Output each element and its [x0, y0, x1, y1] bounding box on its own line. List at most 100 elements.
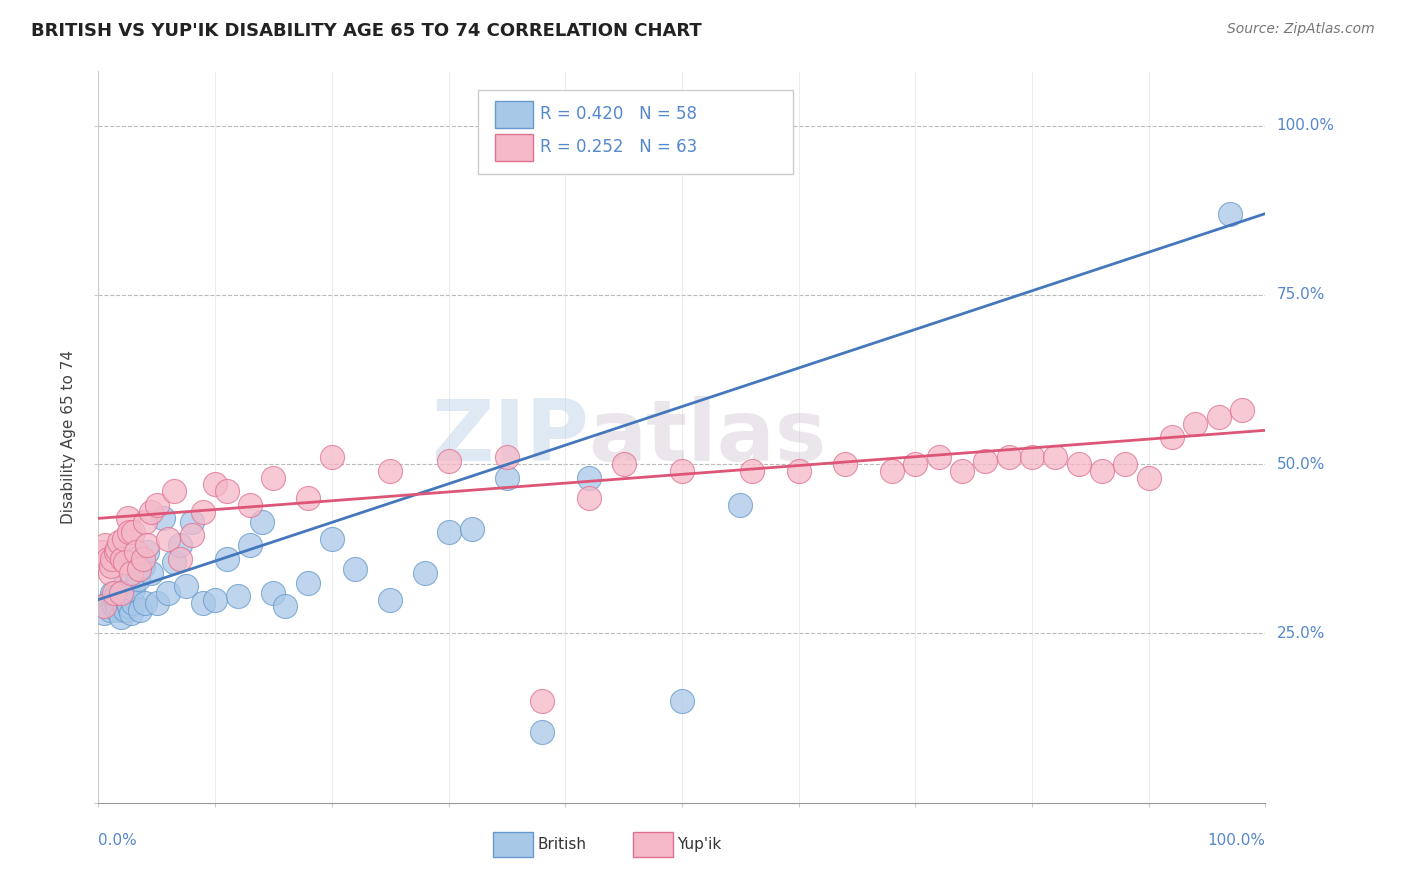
FancyBboxPatch shape — [495, 134, 533, 161]
Y-axis label: Disability Age 65 to 74: Disability Age 65 to 74 — [60, 350, 76, 524]
Point — [950, 464, 973, 478]
Point — [380, 592, 402, 607]
Point — [169, 538, 191, 552]
Point — [1219, 206, 1241, 220]
Point — [215, 552, 238, 566]
Point — [1114, 457, 1136, 471]
Point — [180, 528, 202, 542]
Point — [163, 555, 186, 569]
Point — [118, 599, 141, 614]
Text: British: British — [537, 837, 586, 852]
Text: Yup'ik: Yup'ik — [678, 837, 721, 852]
Point — [193, 596, 215, 610]
Point — [239, 498, 262, 512]
Point — [139, 505, 162, 519]
Point — [880, 464, 903, 478]
Text: 75.0%: 75.0% — [1277, 287, 1324, 302]
Point — [122, 524, 145, 539]
Point — [239, 538, 262, 552]
Point — [136, 538, 159, 552]
Text: 100.0%: 100.0% — [1277, 118, 1334, 133]
Point — [974, 454, 997, 468]
Point — [530, 724, 553, 739]
Text: R = 0.252   N = 63: R = 0.252 N = 63 — [540, 137, 697, 156]
Point — [105, 541, 128, 556]
Point — [321, 450, 343, 465]
Point — [228, 589, 250, 603]
Point — [344, 562, 367, 576]
Point — [274, 599, 297, 614]
Point — [139, 566, 162, 580]
Point — [1045, 450, 1067, 465]
Point — [129, 603, 152, 617]
Point — [114, 603, 136, 617]
Point — [132, 552, 155, 566]
Point — [262, 586, 284, 600]
Point — [104, 589, 127, 603]
Point — [132, 558, 155, 573]
Text: 50.0%: 50.0% — [1277, 457, 1324, 472]
Point — [118, 589, 141, 603]
Point — [104, 596, 127, 610]
Point — [97, 552, 120, 566]
Point — [1230, 403, 1253, 417]
Point — [120, 606, 142, 620]
Point — [128, 562, 150, 576]
Point — [127, 572, 149, 586]
Point — [112, 532, 135, 546]
Point — [125, 552, 148, 566]
Point — [108, 592, 131, 607]
Point — [1137, 471, 1160, 485]
Text: 100.0%: 100.0% — [1208, 833, 1265, 848]
Point — [94, 538, 117, 552]
Point — [204, 477, 226, 491]
Text: BRITISH VS YUP'IK DISABILITY AGE 65 TO 74 CORRELATION CHART: BRITISH VS YUP'IK DISABILITY AGE 65 TO 7… — [31, 22, 702, 40]
Point — [787, 464, 810, 478]
Point — [152, 511, 174, 525]
Point — [118, 524, 141, 539]
Point — [671, 464, 693, 478]
Point — [297, 575, 319, 590]
Point — [250, 515, 273, 529]
FancyBboxPatch shape — [495, 101, 533, 128]
Point — [101, 552, 124, 566]
Point — [120, 566, 142, 580]
Point — [98, 592, 121, 607]
Point — [134, 515, 156, 529]
Point — [136, 545, 159, 559]
Point — [111, 589, 134, 603]
Point — [413, 566, 436, 580]
Point — [1067, 457, 1090, 471]
Point — [111, 596, 134, 610]
Point — [110, 609, 132, 624]
Point — [104, 545, 127, 559]
Point — [193, 505, 215, 519]
Point — [437, 454, 460, 468]
Point — [928, 450, 950, 465]
Point — [730, 498, 752, 512]
Point — [741, 464, 763, 478]
Point — [578, 491, 600, 505]
Point — [93, 606, 115, 620]
Point — [997, 450, 1019, 465]
Point — [100, 558, 122, 573]
FancyBboxPatch shape — [494, 832, 533, 857]
Point — [496, 471, 519, 485]
Point — [134, 596, 156, 610]
Text: 0.0%: 0.0% — [98, 833, 138, 848]
Point — [262, 471, 284, 485]
Point — [122, 582, 145, 597]
Text: atlas: atlas — [589, 395, 827, 479]
Point — [297, 491, 319, 505]
Point — [97, 596, 120, 610]
Point — [103, 586, 125, 600]
Point — [169, 552, 191, 566]
Point — [215, 484, 238, 499]
Point — [380, 464, 402, 478]
Text: 25.0%: 25.0% — [1277, 626, 1324, 641]
Point — [496, 450, 519, 465]
Point — [103, 599, 125, 614]
Point — [157, 586, 180, 600]
Point — [578, 471, 600, 485]
Point — [115, 592, 138, 607]
